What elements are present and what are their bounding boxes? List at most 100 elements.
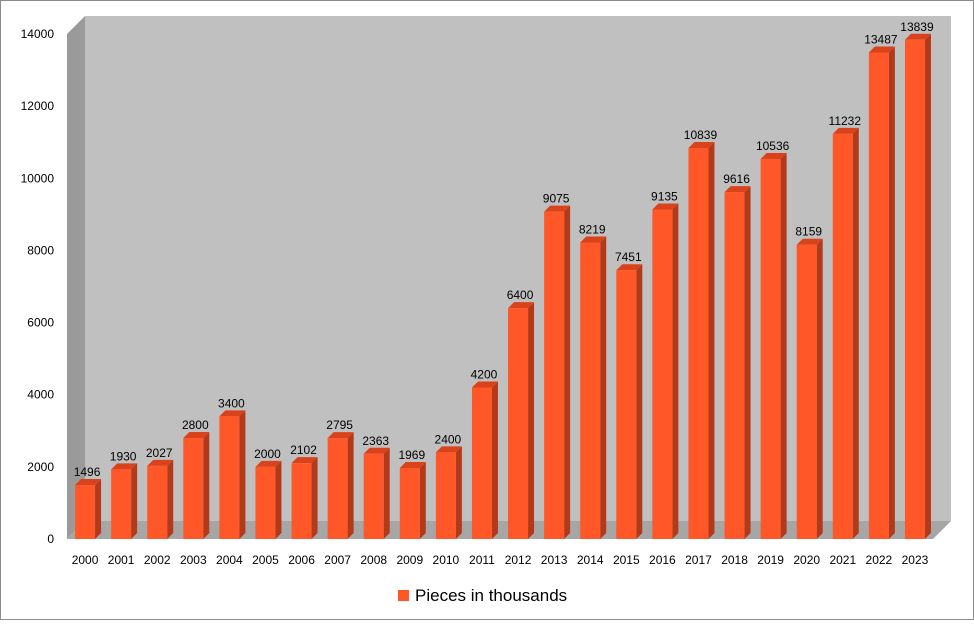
bar-top (399, 461, 426, 468)
bar-top (363, 447, 390, 454)
data-label: 2795 (326, 418, 353, 432)
y-tick-label: 2000 (27, 460, 54, 474)
x-tick-label: 2017 (685, 553, 712, 567)
x-tick-label: 2011 (469, 553, 495, 567)
bar (544, 211, 565, 539)
bar-series: 1496 1930 2027 2800 3400 2000 2102 2795 2363 1969… (74, 20, 934, 540)
bar-side (131, 463, 138, 539)
bar (75, 485, 96, 539)
bar-side (239, 410, 246, 539)
x-tick-label: 2002 (144, 553, 171, 567)
data-label: 1930 (110, 449, 137, 463)
data-label: 2363 (362, 434, 389, 448)
x-tick-label: 2012 (505, 553, 532, 567)
bar (580, 242, 601, 539)
bar (255, 466, 276, 539)
bar-top (724, 186, 751, 193)
data-label: 9075 (543, 192, 570, 206)
bar-top (832, 127, 859, 134)
bar-top (255, 460, 282, 467)
data-label: 9135 (651, 189, 678, 203)
bar-side (744, 186, 751, 539)
x-tick-label: 2022 (866, 553, 893, 567)
bar-side (95, 479, 102, 539)
x-tick-label: 2020 (793, 553, 820, 567)
x-tick-label: 2006 (288, 553, 315, 567)
bar-side (636, 264, 643, 539)
bar (435, 452, 456, 539)
bar (291, 463, 312, 539)
bar (904, 39, 925, 540)
x-tick-label: 2018 (721, 553, 748, 567)
bar-side (600, 236, 607, 539)
data-label: 2800 (182, 418, 209, 432)
bar-top (327, 432, 354, 439)
legend: Pieces in thousands (398, 586, 567, 605)
x-tick-label: 2014 (577, 553, 604, 567)
y-tick-label: 10000 (21, 171, 55, 185)
y-tick-label: 4000 (27, 388, 54, 402)
y-tick-label: 14000 (21, 27, 55, 41)
data-label: 2400 (435, 432, 462, 446)
bar-side (383, 447, 390, 539)
bar-top (147, 459, 174, 466)
x-tick-label: 2013 (541, 553, 568, 567)
legend-swatch (398, 590, 409, 601)
x-tick-label: 2009 (396, 553, 423, 567)
x-tick-label: 2004 (216, 553, 243, 567)
bar-side (708, 142, 715, 539)
data-label: 1969 (398, 448, 425, 462)
bar-top (471, 381, 498, 388)
data-label: 3400 (218, 396, 245, 410)
bar-side (311, 457, 318, 539)
bar-top (616, 264, 643, 271)
data-label: 4200 (471, 368, 498, 382)
bar (796, 244, 817, 539)
bar (183, 438, 204, 539)
bar-top (688, 142, 715, 149)
bar (399, 467, 420, 539)
x-axis: 2000 2001 2002 2003 2004 2005 2006 2007 2008 2009… (72, 553, 929, 567)
bar-side (491, 381, 498, 539)
x-tick-label: 2000 (72, 553, 99, 567)
data-label: 7451 (615, 250, 642, 264)
bar-top (111, 463, 138, 470)
bar-top (760, 152, 787, 159)
bar-side (455, 446, 462, 539)
y-tick-label: 6000 (27, 316, 54, 330)
bar (724, 192, 745, 539)
bar-side (852, 127, 859, 540)
bar-top (796, 238, 823, 245)
bar-top (219, 410, 246, 417)
bar-top (652, 203, 679, 210)
data-label: 2000 (254, 447, 281, 461)
bar-side (672, 203, 679, 540)
x-tick-label: 2015 (613, 553, 640, 567)
bar (363, 453, 384, 539)
y-tick-label: 0 (47, 532, 54, 546)
bar-side (528, 302, 535, 539)
y-tick-label: 8000 (27, 243, 54, 257)
bar (868, 52, 889, 540)
bar-top (75, 479, 102, 486)
x-tick-label: 2005 (252, 553, 279, 567)
x-tick-label: 2023 (902, 553, 929, 567)
data-label: 11232 (829, 114, 862, 128)
data-label: 2102 (290, 443, 317, 457)
bar-side (203, 432, 210, 539)
bar (508, 308, 529, 539)
bar-side (347, 432, 354, 539)
x-tick-label: 2021 (829, 553, 856, 567)
bar (832, 133, 853, 540)
data-label: 13487 (864, 33, 898, 47)
data-label: 10536 (756, 139, 790, 153)
bar (147, 465, 168, 539)
bar (111, 469, 132, 539)
bar-top (544, 205, 571, 212)
data-label: 2027 (146, 446, 173, 460)
data-label: 8219 (579, 223, 606, 237)
bar-top (435, 446, 462, 453)
bar-side (419, 461, 426, 539)
